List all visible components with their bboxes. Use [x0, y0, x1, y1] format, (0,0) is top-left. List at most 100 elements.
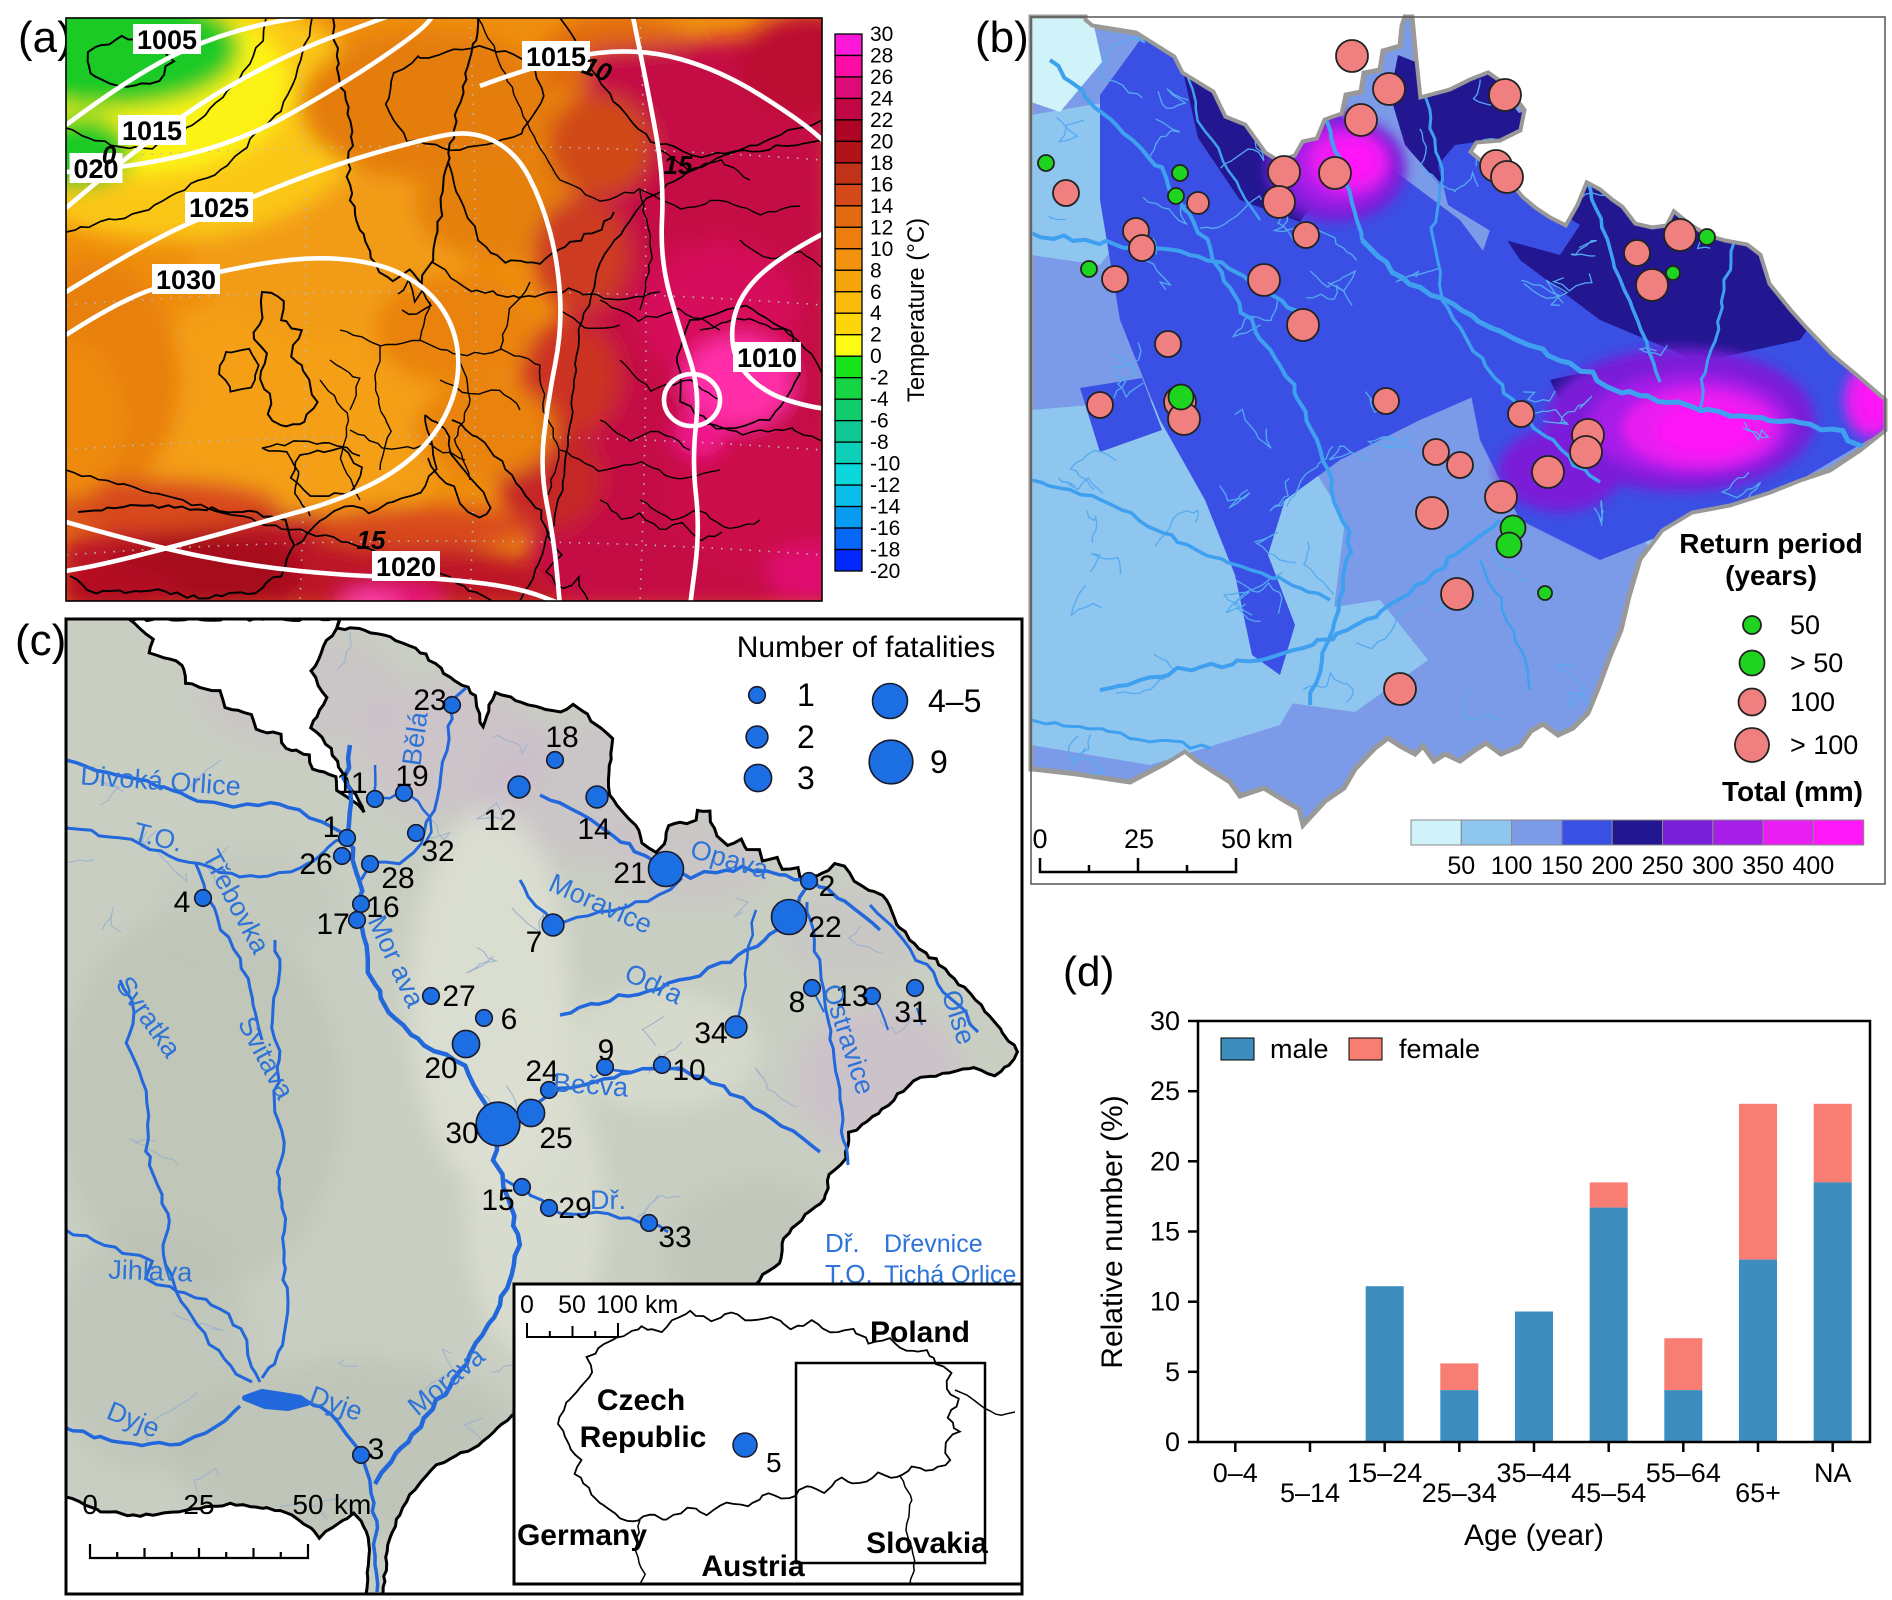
- svg-text:4: 4: [870, 302, 882, 325]
- svg-text:9: 9: [930, 744, 948, 780]
- svg-text:-12: -12: [870, 474, 900, 497]
- svg-text:5: 5: [766, 1447, 782, 1478]
- svg-text:32: 32: [421, 835, 454, 868]
- svg-text:250: 250: [1642, 852, 1684, 880]
- svg-text:0: 0: [82, 1489, 98, 1520]
- svg-text:100: 100: [1790, 687, 1835, 717]
- svg-text:400: 400: [1793, 852, 1835, 880]
- svg-text:150: 150: [1541, 852, 1583, 880]
- svg-text:25: 25: [1124, 824, 1154, 854]
- svg-text:3: 3: [797, 760, 815, 796]
- svg-text:17: 17: [316, 908, 349, 941]
- svg-text:km: km: [645, 1291, 678, 1319]
- svg-text:20: 20: [424, 1052, 457, 1085]
- svg-text:33: 33: [658, 1221, 691, 1254]
- svg-text:(c): (c): [15, 616, 66, 665]
- svg-text:(d): (d): [1063, 948, 1114, 995]
- svg-text:-16: -16: [870, 517, 900, 540]
- svg-text:Czech: Czech: [597, 1384, 685, 1417]
- svg-text:Relative number (%): Relative number (%): [1096, 1095, 1129, 1368]
- svg-text:100: 100: [1491, 852, 1533, 880]
- svg-text:Dřevnice: Dřevnice: [884, 1230, 983, 1258]
- svg-text:Total (mm): Total (mm): [1722, 776, 1863, 807]
- svg-text:9: 9: [598, 1034, 615, 1067]
- svg-text:16: 16: [366, 891, 399, 924]
- svg-text:(b): (b): [975, 13, 1029, 62]
- svg-text:200: 200: [1591, 852, 1633, 880]
- svg-text:14: 14: [577, 813, 610, 846]
- svg-text:22: 22: [808, 911, 841, 944]
- svg-text:30: 30: [445, 1117, 478, 1150]
- svg-text:Dř.: Dř.: [825, 1228, 860, 1258]
- svg-text:28: 28: [381, 862, 414, 895]
- svg-text:0: 0: [520, 1291, 534, 1319]
- svg-text:18: 18: [545, 721, 578, 754]
- svg-text:020: 020: [73, 154, 118, 184]
- svg-text:4: 4: [174, 886, 191, 919]
- svg-text:10: 10: [1150, 1287, 1180, 1317]
- svg-text:24: 24: [870, 87, 894, 110]
- svg-text:29: 29: [558, 1192, 591, 1225]
- svg-text:22: 22: [870, 109, 893, 132]
- svg-text:-18: -18: [870, 539, 900, 562]
- svg-text:5–14: 5–14: [1280, 1478, 1340, 1508]
- svg-text:1015: 1015: [526, 42, 586, 72]
- svg-text:Return period: Return period: [1679, 528, 1863, 559]
- svg-text:Slovakia: Slovakia: [866, 1527, 988, 1560]
- svg-text:Dř.: Dř.: [590, 1185, 626, 1215]
- svg-text:6: 6: [870, 281, 882, 304]
- svg-text:25: 25: [539, 1122, 572, 1155]
- svg-text:65+: 65+: [1735, 1478, 1781, 1508]
- svg-text:-14: -14: [870, 496, 901, 519]
- svg-text:15–24: 15–24: [1347, 1458, 1422, 1488]
- svg-text:20: 20: [1150, 1146, 1180, 1176]
- svg-text:1: 1: [797, 677, 815, 713]
- svg-text:7: 7: [526, 926, 543, 959]
- svg-text:(years): (years): [1725, 560, 1817, 591]
- svg-text:28: 28: [870, 45, 893, 68]
- svg-text:1030: 1030: [156, 265, 216, 295]
- svg-text:25–34: 25–34: [1422, 1478, 1497, 1508]
- svg-text:50: 50: [292, 1489, 323, 1520]
- svg-text:20: 20: [870, 130, 893, 153]
- svg-text:25: 25: [183, 1489, 214, 1520]
- svg-text:24: 24: [525, 1055, 558, 1088]
- svg-text:19: 19: [395, 760, 428, 793]
- svg-text:21: 21: [613, 857, 646, 890]
- svg-text:5: 5: [1165, 1357, 1180, 1387]
- svg-text:50: 50: [1221, 824, 1251, 854]
- svg-text:13: 13: [835, 980, 868, 1013]
- svg-text:female: female: [1399, 1034, 1480, 1064]
- svg-text:Germany: Germany: [517, 1519, 647, 1552]
- svg-text:0: 0: [1032, 824, 1047, 854]
- svg-text:0: 0: [102, 140, 117, 170]
- svg-text:26: 26: [299, 848, 332, 881]
- svg-text:3: 3: [368, 1433, 385, 1466]
- svg-text:1015: 1015: [122, 116, 182, 146]
- svg-text:0–4: 0–4: [1213, 1458, 1258, 1488]
- svg-text:12: 12: [483, 804, 516, 837]
- svg-text:35–44: 35–44: [1496, 1458, 1571, 1488]
- svg-text:34: 34: [694, 1017, 727, 1050]
- svg-text:27: 27: [442, 980, 475, 1013]
- svg-text:2: 2: [819, 870, 836, 903]
- svg-text:-20: -20: [870, 560, 900, 583]
- svg-text:> 100: > 100: [1790, 730, 1858, 760]
- svg-text:Republic: Republic: [580, 1421, 707, 1454]
- svg-text:350: 350: [1742, 852, 1784, 880]
- svg-text:Number of fatalities: Number of fatalities: [737, 631, 995, 664]
- svg-text:26: 26: [870, 66, 893, 89]
- svg-text:10: 10: [870, 238, 893, 261]
- svg-text:31: 31: [894, 996, 927, 1029]
- svg-text:15: 15: [357, 525, 386, 555]
- svg-text:Age (year): Age (year): [1464, 1519, 1604, 1552]
- svg-text:1025: 1025: [189, 193, 249, 223]
- svg-text:Temperature (°C): Temperature (°C): [903, 218, 930, 402]
- svg-text:25: 25: [1150, 1076, 1180, 1106]
- svg-text:Poland: Poland: [870, 1316, 970, 1349]
- svg-text:8: 8: [789, 986, 806, 1019]
- svg-text:16: 16: [870, 173, 893, 196]
- svg-text:23: 23: [413, 684, 446, 717]
- svg-text:300: 300: [1692, 852, 1734, 880]
- svg-text:30: 30: [870, 23, 893, 46]
